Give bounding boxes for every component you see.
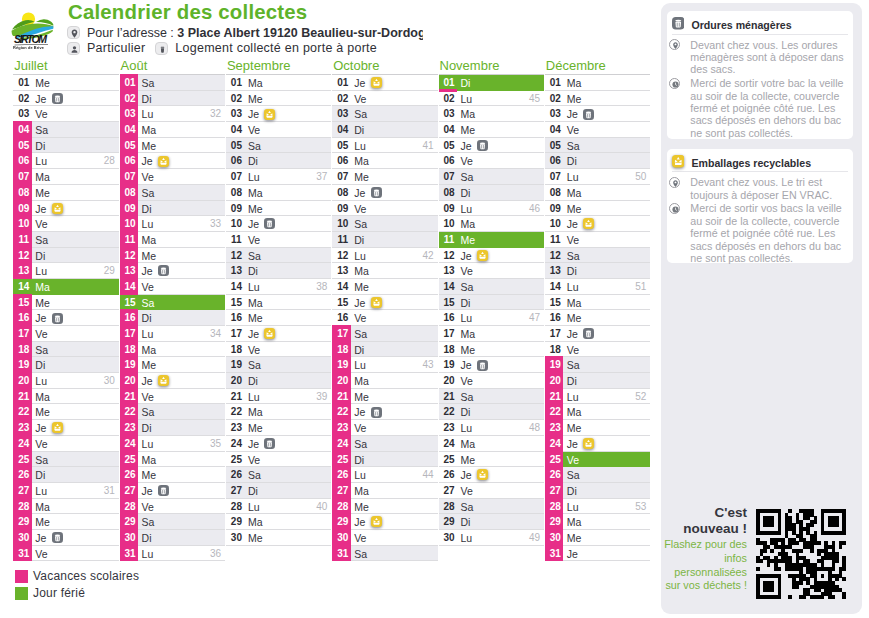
svg-text:SIRTOM: SIRTOM: [14, 33, 47, 45]
